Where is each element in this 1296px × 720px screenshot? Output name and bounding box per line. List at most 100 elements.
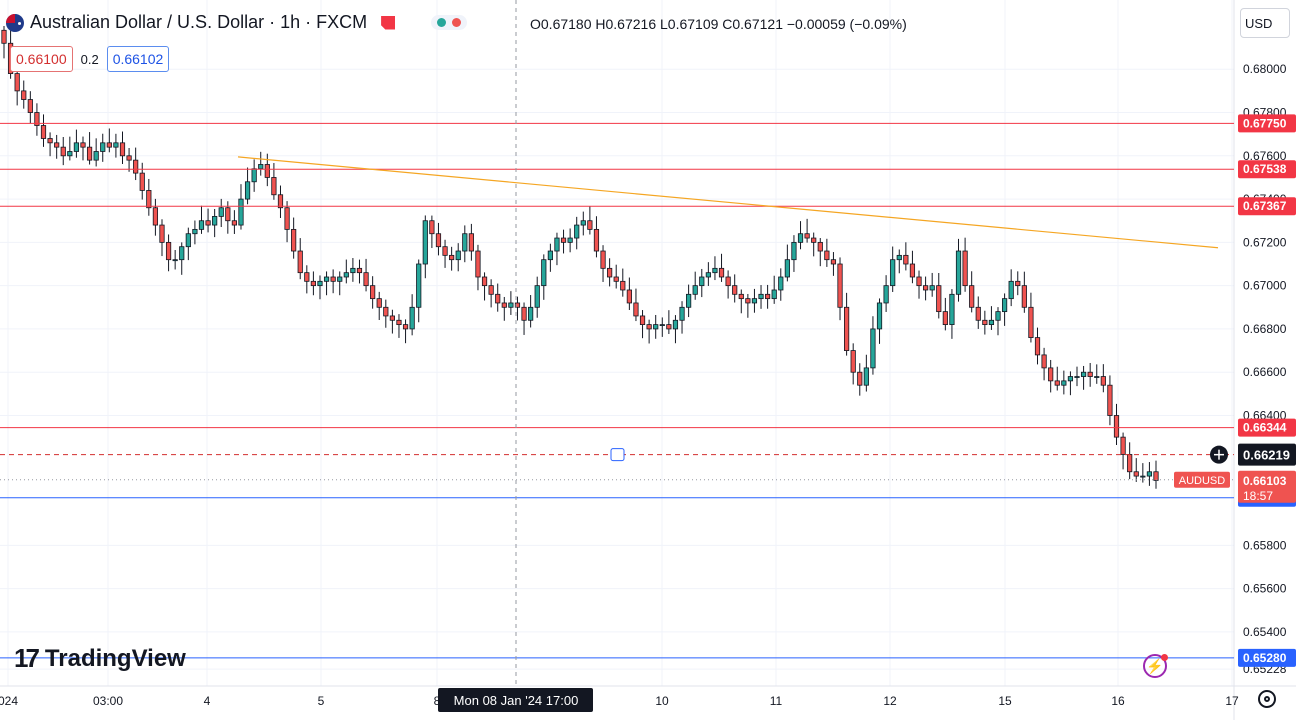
candle-body: [212, 216, 218, 226]
candle-body: [1127, 454, 1133, 473]
candle-body: [574, 224, 580, 239]
buy-price-button[interactable]: 0.66102: [106, 46, 170, 72]
candle-body: [909, 263, 916, 278]
candle-body: [34, 112, 40, 126]
candle-body: [751, 298, 758, 304]
candle-body: [86, 146, 93, 161]
y-tick-label: 0.67600: [1243, 149, 1287, 163]
candle-body: [580, 220, 586, 226]
candle-body: [863, 367, 869, 386]
x-tick-label: 8: [434, 694, 441, 708]
candle-body: [824, 250, 830, 261]
alert-icon[interactable]: [381, 15, 396, 30]
candle-body: [528, 306, 534, 321]
candle-body: [508, 302, 514, 308]
candle-body: [995, 311, 1001, 321]
candle-body: [1107, 384, 1113, 416]
candle-body: [409, 306, 415, 330]
candle-body: [389, 315, 395, 321]
candle-body: [383, 306, 389, 317]
symbol-tag-label: AUDUSD: [1179, 475, 1226, 487]
level-price-label: 0.66344: [1243, 421, 1287, 435]
candle-body: [534, 285, 540, 308]
candle-body: [547, 250, 553, 261]
last-price-tag: [1238, 470, 1296, 503]
tv-logo-icon: 17: [14, 643, 40, 673]
candle-body: [119, 142, 126, 157]
level-price-tag: [1238, 418, 1296, 437]
symbol-title[interactable]: Australian Dollar / U.S. Dollar · 1h · F…: [30, 12, 368, 32]
candle-body: [1153, 471, 1159, 481]
candle-body: [159, 224, 165, 243]
candle-body: [1041, 354, 1047, 369]
candle-body: [975, 306, 981, 321]
candle-body: [251, 168, 257, 183]
candle-body: [607, 267, 613, 278]
candle-body: [146, 190, 152, 209]
candle-body: [416, 263, 422, 308]
candle-body: [231, 220, 237, 226]
x-tick-label: 12: [883, 694, 897, 708]
candle-body: [1094, 376, 1100, 378]
candle-body: [830, 259, 837, 265]
candle-body: [593, 228, 600, 252]
candle-body: [857, 371, 863, 386]
candle-body: [468, 233, 474, 252]
candle-body: [475, 250, 481, 278]
candle-body: [942, 311, 948, 326]
candle-body: [686, 293, 692, 308]
candle-body: [883, 285, 889, 304]
candle-body: [350, 267, 356, 274]
gear-icon[interactable]: [1258, 690, 1276, 708]
candle-body: [1001, 298, 1008, 313]
crosshair-time-label: Mon 08 Jan '24 17:00: [454, 693, 579, 708]
candle-body: [633, 302, 639, 317]
candle-body: [699, 276, 705, 287]
indicator-dots-icon[interactable]: [431, 15, 468, 30]
spread-value: 0.2: [80, 51, 99, 67]
candle-body: [27, 99, 33, 113]
x-tick-label: 10: [655, 694, 669, 708]
candle-body: [100, 142, 106, 152]
candle-body: [718, 267, 725, 278]
candle-body: [1021, 285, 1027, 308]
candle-body: [1087, 371, 1093, 377]
candle-body: [949, 293, 955, 326]
candle-body: [297, 250, 303, 274]
candle-body: [1034, 337, 1041, 356]
tradingview-logo: 17 TradingView: [14, 643, 186, 674]
currency-selector[interactable]: USD: [1240, 8, 1290, 38]
x-tick-label: 11: [770, 694, 783, 708]
candle-body: [896, 254, 902, 261]
candle-body: [1146, 471, 1153, 477]
sell-price-button[interactable]: 0.66100: [10, 46, 73, 72]
candle-body: [639, 315, 646, 326]
candle-body: [712, 267, 718, 274]
candle-body: [679, 306, 685, 321]
candle-body: [955, 250, 962, 295]
candle-body: [271, 177, 277, 196]
candle-body: [923, 285, 929, 291]
candle-body: [811, 237, 817, 243]
x-tick-label: 03:00: [93, 694, 123, 708]
y-tick-label: 0.65600: [1243, 582, 1287, 596]
candle-body: [93, 151, 99, 161]
candle-body: [422, 220, 428, 265]
candle-body: [620, 280, 626, 291]
candle-body: [1140, 475, 1146, 478]
countdown-label: 18:57: [1243, 489, 1273, 503]
logo-text: TradingView: [44, 644, 186, 672]
lightning-icon[interactable]: ⚡: [1143, 654, 1167, 678]
symbol-tag: [1174, 471, 1230, 488]
candle-body: [778, 276, 784, 291]
x-tick-label: 17: [1225, 694, 1239, 708]
candle-body: [587, 220, 593, 230]
candle-body: [277, 194, 284, 209]
candle-body: [462, 233, 468, 252]
candle-body: [218, 207, 224, 217]
level-price-tag: [1238, 160, 1296, 179]
candle-body: [653, 324, 659, 330]
candle-body: [165, 241, 172, 261]
candle-body: [356, 267, 363, 274]
